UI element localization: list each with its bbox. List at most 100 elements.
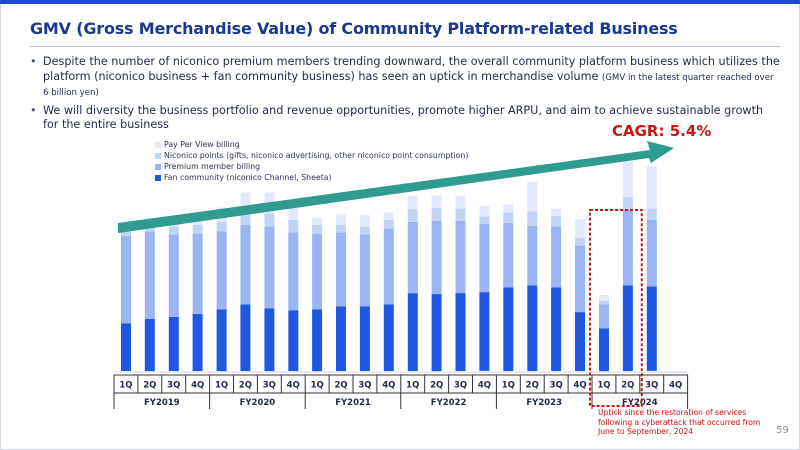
- quarter-label: 2Q: [143, 381, 156, 391]
- quarter-label: 3Q: [645, 381, 658, 391]
- bar-segment: [646, 219, 657, 287]
- bullet-note: (GMV in the latest quarter reached over …: [43, 72, 774, 99]
- bar-segment: [192, 233, 203, 315]
- bar-segment: [240, 211, 251, 225]
- fiscal-year-label: FY2019: [144, 398, 180, 408]
- slide-title: GMV (Gross Merchandise Value) of Communi…: [30, 19, 678, 38]
- quarter-label: 2Q: [621, 381, 634, 391]
- legend-item-points: Niconico points (gifts, niconico adverti…: [155, 150, 468, 161]
- quarter-label: 1Q: [311, 381, 324, 391]
- bar-segment: [646, 286, 657, 371]
- bar-segment: [455, 196, 466, 209]
- bar-segment: [622, 285, 633, 371]
- bar-segment: [312, 309, 323, 372]
- legend-item-premium: Premium member billing: [155, 161, 468, 172]
- bar-segment: [121, 228, 131, 237]
- quarter-label: 3Q: [550, 381, 563, 391]
- legend-label: Premium member billing: [164, 162, 261, 171]
- bar-segment: [527, 285, 538, 371]
- bar-segment: [575, 238, 585, 246]
- quarter-label: 1Q: [597, 381, 610, 391]
- quarter-label: 3Q: [167, 381, 180, 391]
- bar-segment: [622, 161, 633, 198]
- bar-segment: [336, 214, 346, 225]
- bar-segment: [407, 221, 418, 294]
- quarter-label: 1Q: [119, 381, 132, 391]
- legend-label: Niconico points (gifts, niconico adverti…: [164, 151, 469, 160]
- growth-trend-arrow: [118, 141, 674, 233]
- bar-segment: [168, 226, 179, 235]
- bar-segment: [144, 318, 155, 372]
- bar-segment: [646, 208, 657, 220]
- bar-segment: [407, 196, 418, 210]
- bar-segment: [383, 304, 394, 371]
- bullet-text: We will diversity the business portfolio…: [43, 103, 764, 132]
- quarter-label: 4Q: [287, 381, 300, 391]
- cagr-label: CAGR: 5.4%: [612, 122, 712, 140]
- bar-segment: [479, 292, 490, 371]
- quarter-label: 2Q: [239, 381, 252, 391]
- bar-segment: [455, 293, 466, 371]
- bullet-item: Despite the number of niconico premium m…: [30, 55, 780, 101]
- quarter-label: 4Q: [382, 381, 395, 391]
- quarter-label: 3Q: [358, 381, 371, 391]
- legend-item-fan: Fan community (niconico Channel, Sheeta): [155, 172, 468, 183]
- quarter-label: 2Q: [526, 381, 539, 391]
- quarter-label: 1Q: [215, 381, 228, 391]
- quarter-label: 3Q: [454, 381, 467, 391]
- bar-segment: [383, 212, 394, 220]
- quarter-label: 4Q: [478, 381, 491, 391]
- bar-segment: [312, 218, 323, 225]
- legend-label: Pay Per View billing: [164, 140, 240, 149]
- bar-segment: [575, 245, 585, 313]
- highlight-dotted-box: [589, 209, 643, 407]
- quarter-label: 4Q: [573, 381, 586, 391]
- bullet-list: Despite the number of niconico premium m…: [30, 55, 780, 136]
- bar-segment: [359, 226, 370, 235]
- bar-segment: [455, 220, 466, 294]
- bar-segment: [479, 223, 490, 293]
- bar-segment: [551, 216, 562, 227]
- bar-segment: [479, 205, 490, 217]
- quarter-label: 3Q: [263, 381, 276, 391]
- bar-segment: [503, 287, 514, 371]
- bar-segment: [359, 215, 370, 227]
- bar-segment: [383, 228, 394, 305]
- bar-segment: [288, 201, 299, 220]
- bar-segment: [527, 225, 538, 286]
- bar-segment: [288, 232, 299, 311]
- bar-segment: [455, 208, 466, 221]
- bar-segment: [359, 306, 370, 371]
- bar-segment: [121, 236, 131, 324]
- quarter-label: 4Q: [669, 381, 682, 391]
- bar-segment: [622, 209, 633, 286]
- bar-segment: [599, 304, 609, 329]
- bar-segment: [216, 309, 227, 372]
- bar-segment: [599, 300, 609, 305]
- bar-segment: [551, 208, 562, 217]
- bar-segment: [264, 213, 275, 227]
- bar-segment: [527, 182, 538, 212]
- bar-segment: [336, 306, 346, 371]
- fiscal-year-label: FY2020: [240, 398, 276, 408]
- bar-segment: [192, 314, 203, 371]
- bar-segment: [407, 293, 418, 371]
- cyberattack-annotation: Uptick since the restoration of services…: [598, 408, 761, 437]
- bar-segment: [431, 220, 442, 294]
- bar-segment: [575, 312, 585, 371]
- bar-segment: [288, 310, 299, 371]
- quarter-label: 1Q: [502, 381, 515, 391]
- bar-segment: [575, 219, 585, 238]
- bar-segment: [527, 211, 538, 226]
- bar-segment: [192, 224, 203, 234]
- bar-segment: [336, 224, 346, 233]
- legend-swatch-points: [155, 152, 161, 159]
- bar-segment: [551, 226, 562, 288]
- bar-segment: [168, 234, 179, 317]
- bullet-item: We will diversity the business portfolio…: [30, 104, 780, 133]
- bar-segment: [431, 195, 442, 208]
- quarter-label: 1Q: [406, 381, 419, 391]
- bar-segment: [216, 231, 227, 310]
- fiscal-year-label: FY2022: [431, 398, 467, 408]
